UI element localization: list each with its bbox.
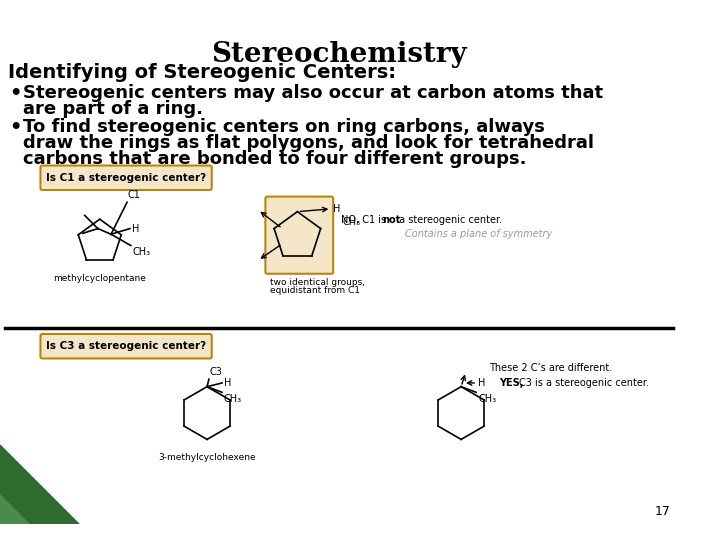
Text: Contains a plane of symmetry: Contains a plane of symmetry [405,230,552,239]
Text: a stereogenic center.: a stereogenic center. [396,215,503,225]
Text: NO, C1 is: NO, C1 is [341,215,389,225]
Text: methylcyclopentane: methylcyclopentane [53,274,146,283]
Text: •: • [9,118,22,137]
Text: Stereogenic centers may also occur at carbon atoms that: Stereogenic centers may also occur at ca… [22,84,603,102]
Polygon shape [0,494,30,524]
Text: C3: C3 [210,367,222,377]
Text: H: H [478,378,485,388]
FancyBboxPatch shape [40,334,212,359]
Polygon shape [0,444,80,524]
Text: C1: C1 [127,191,140,200]
Text: are part of a ring.: are part of a ring. [22,100,202,118]
Text: Is C3 a stereogenic center?: Is C3 a stereogenic center? [46,341,206,351]
Text: CH₃: CH₃ [132,247,150,258]
Text: 3-methylcyclohexene: 3-methylcyclohexene [158,453,256,462]
Text: CH₃: CH₃ [478,394,496,404]
Text: H: H [224,378,231,388]
FancyBboxPatch shape [266,197,333,274]
Text: H: H [132,224,139,234]
Text: two identical groups,: two identical groups, [270,278,365,287]
Text: These 2 C’s are different.: These 2 C’s are different. [490,363,613,373]
Text: •: • [9,84,22,103]
Text: Is C1 a stereogenic center?: Is C1 a stereogenic center? [46,173,206,183]
Text: H: H [333,204,341,214]
Text: Identifying of Stereogenic Centers:: Identifying of Stereogenic Centers: [7,63,395,82]
Text: YES,: YES, [499,378,523,388]
Text: CH₃: CH₃ [343,217,361,227]
Text: C3 is a stereogenic center.: C3 is a stereogenic center. [520,378,649,388]
Text: equidistant from C1: equidistant from C1 [270,286,360,295]
Text: carbons that are bonded to four different groups.: carbons that are bonded to four differen… [22,150,526,167]
Text: CH₃: CH₃ [224,394,242,404]
Text: To find stereogenic centers on ring carbons, always: To find stereogenic centers on ring carb… [22,118,544,136]
Text: not: not [382,215,400,225]
FancyBboxPatch shape [40,166,212,190]
Text: Stereochemistry: Stereochemistry [211,42,467,69]
Text: 17: 17 [654,505,670,518]
Text: draw the rings as flat polygons, and look for tetrahedral: draw the rings as flat polygons, and loo… [22,133,593,152]
